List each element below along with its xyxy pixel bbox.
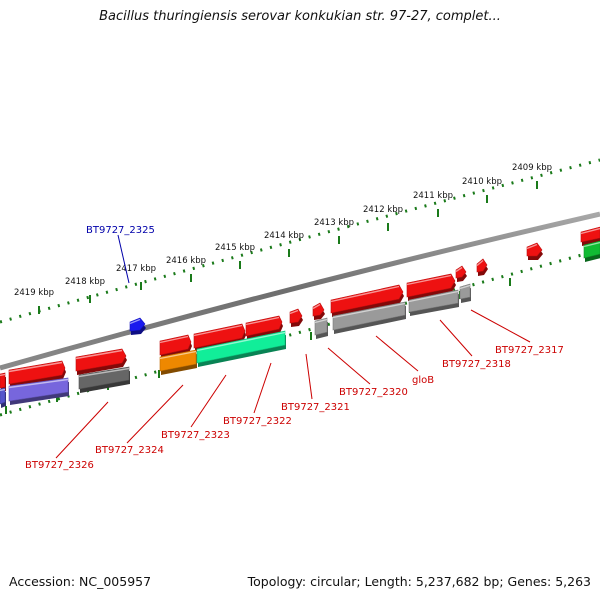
gene-label[interactable]: BT9727_2322 xyxy=(223,416,292,427)
genome-summary-text: Topology: circular; Length: 5,237,682 bp… xyxy=(247,574,591,589)
gene-feature[interactable] xyxy=(159,349,197,372)
gene-leader-line xyxy=(327,347,371,385)
scale-tick-label: 2409 kbp xyxy=(512,163,552,173)
gene-leader-line xyxy=(55,401,109,459)
genome-title: Bacillus thuringiensis serovar konkukian… xyxy=(99,9,501,24)
scale-arc-lower xyxy=(0,248,600,417)
gene-feature[interactable] xyxy=(75,348,127,372)
scale-tick-label: 2411 kbp xyxy=(413,191,453,201)
gene-feature-highlight xyxy=(245,316,280,326)
scale-tick-label: 2412 kbp xyxy=(363,205,403,215)
gene-feature[interactable] xyxy=(193,323,246,349)
gene-feature-highlight xyxy=(129,318,141,325)
gene-feature-highlight xyxy=(8,378,69,389)
gene-feature-highlight xyxy=(455,266,463,273)
gene-feature-highlight xyxy=(289,309,299,315)
gene-feature-highlight xyxy=(476,259,484,267)
scale-tick-label: 2415 kbp xyxy=(215,243,255,253)
gene-label[interactable]: BT9727_2317 xyxy=(495,345,564,356)
gene-feature-highlight xyxy=(332,302,406,319)
gene-feature-highlight xyxy=(406,274,452,286)
gene-feature-highlight xyxy=(159,350,197,360)
gene-feature[interactable] xyxy=(196,330,286,364)
gene-leader-line xyxy=(126,384,184,444)
gene-feature-highlight xyxy=(75,349,123,360)
gene-label[interactable]: BT9727_2326 xyxy=(25,460,94,471)
gene-label[interactable]: BT9727_2321 xyxy=(281,402,350,413)
gene-label[interactable]: gloB xyxy=(412,375,434,386)
gene-leader-line xyxy=(253,362,272,414)
gene-feature[interactable] xyxy=(78,366,130,390)
gene-leader-line xyxy=(375,335,419,372)
gene-feature-highlight xyxy=(314,318,328,324)
gene-feature[interactable] xyxy=(330,284,404,314)
gene-feature[interactable] xyxy=(332,301,406,331)
gene-feature[interactable] xyxy=(580,226,600,243)
gene-feature[interactable] xyxy=(0,372,6,389)
gene-leader-line xyxy=(305,353,313,400)
genome-backbone xyxy=(0,211,600,371)
gene-feature-highlight xyxy=(159,335,189,344)
scale-tick-label: 2413 kbp xyxy=(314,218,354,228)
gene-feature[interactable] xyxy=(8,377,69,402)
gene-feature[interactable] xyxy=(159,334,192,356)
gene-feature[interactable] xyxy=(8,360,66,385)
gene-label[interactable]: BT9727_2320 xyxy=(339,387,408,398)
gene-feature-highlight xyxy=(312,303,321,310)
gene-feature-highlight xyxy=(459,284,471,290)
gene-feature-highlight xyxy=(526,243,538,250)
scale-tick-label: 2417 kbp xyxy=(116,264,156,274)
gene-label[interactable]: BT9727_2325 xyxy=(86,225,155,236)
gene-feature-highlight xyxy=(580,227,600,235)
gene-feature-highlight xyxy=(0,388,6,392)
gene-feature-highlight xyxy=(583,241,600,248)
scale-tick-label: 2410 kbp xyxy=(462,177,502,187)
gene-feature-highlight xyxy=(330,285,400,303)
gene-feature-highlight xyxy=(196,331,286,352)
gene-feature[interactable] xyxy=(408,289,459,313)
gene-leader-line xyxy=(439,319,473,357)
gene-feature-highlight xyxy=(0,373,6,377)
gene-leader-line xyxy=(190,374,227,428)
gene-features xyxy=(0,226,600,408)
gene-feature-highlight xyxy=(408,290,459,303)
gene-feature[interactable] xyxy=(0,387,6,405)
gene-feature-highlight xyxy=(78,367,130,378)
gene-leader-line xyxy=(117,234,130,284)
scale-tick-label: 2416 kbp xyxy=(166,256,206,266)
gene-label[interactable]: BT9727_2323 xyxy=(161,430,230,441)
gene-leader-line xyxy=(470,309,531,343)
accession-text: Accession: NC_005957 xyxy=(9,574,152,589)
gene-label[interactable]: BT9727_2324 xyxy=(95,445,164,456)
scale-tick-label: 2419 kbp xyxy=(14,288,54,298)
scale-ticks-upper xyxy=(38,181,538,314)
gene-feature-highlight xyxy=(8,361,63,373)
scale-tick-label: 2414 kbp xyxy=(264,231,304,241)
scale-arc-upper xyxy=(0,158,600,324)
gene-feature[interactable] xyxy=(476,258,488,273)
gene-feature[interactable] xyxy=(245,315,283,337)
scale-labels: 2419 kbp 2418 kbp 2417 kbp 2416 kbp 2415 kbp… xyxy=(14,163,552,298)
gene-feature[interactable] xyxy=(406,273,456,298)
gene-label[interactable]: BT9727_2318 xyxy=(442,359,511,370)
gene-feature-highlight xyxy=(193,324,243,337)
scale-tick-label: 2418 kbp xyxy=(65,277,105,287)
